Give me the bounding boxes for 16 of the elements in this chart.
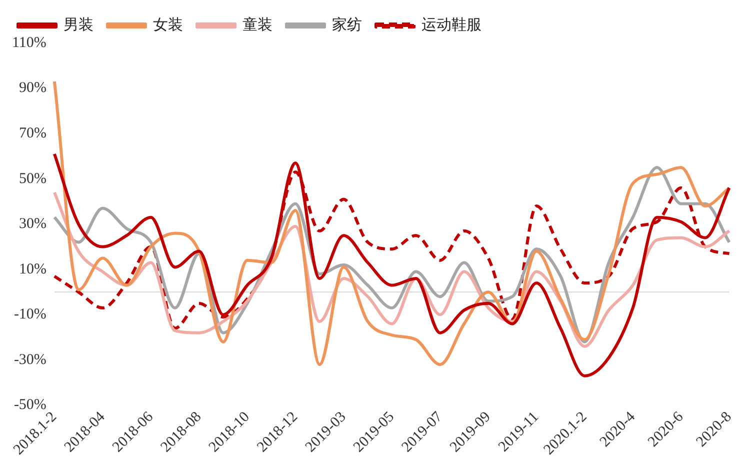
y-tick-label: 30% [18, 216, 46, 232]
y-tick-label: 90% [18, 80, 46, 96]
line-series [52, 152, 731, 378]
y-tick-label: 50% [18, 170, 46, 187]
y-tick-label: 70% [18, 126, 46, 142]
line-series [52, 80, 731, 366]
legend-label: 运动鞋服 [422, 15, 482, 34]
y-tick-label: -30% [14, 352, 46, 368]
y-tick-label: 10% [18, 261, 46, 278]
legend-label: 女装 [153, 15, 183, 34]
legend-label: 童装 [242, 15, 272, 34]
y-tick-label: -10% [14, 306, 46, 323]
y-tick-label: -50% [14, 397, 46, 414]
y-tick-label: 110% [12, 34, 46, 51]
legend-label: 男装 [64, 15, 94, 34]
legend-label: 家纺 [332, 15, 362, 34]
